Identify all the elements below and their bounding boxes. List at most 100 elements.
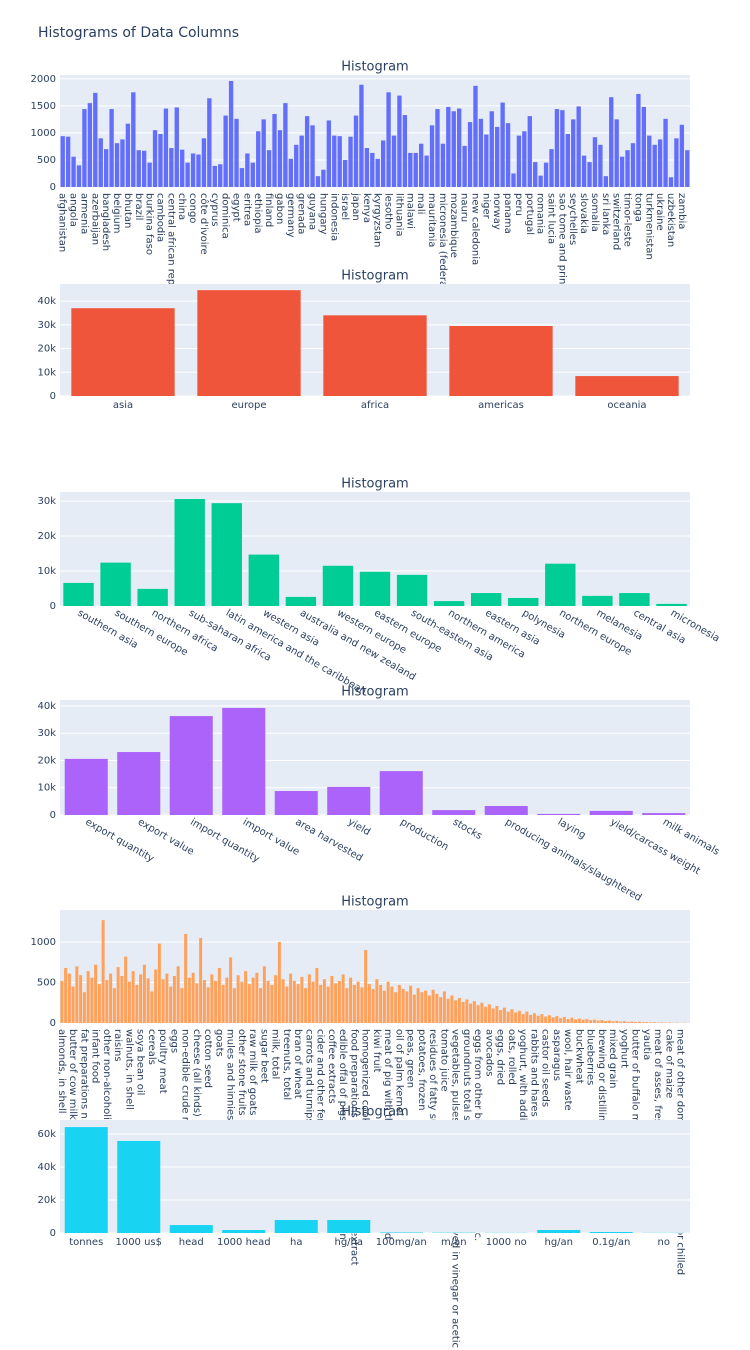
bar — [228, 80, 234, 187]
bar — [64, 967, 68, 1023]
bar — [600, 1020, 604, 1023]
x-tick-label: eggs — [168, 1029, 179, 1053]
bar — [570, 1017, 574, 1023]
bar — [641, 1022, 645, 1023]
bar — [609, 97, 614, 187]
x-tick-label: panama — [502, 193, 513, 234]
x-tick-label: tomato juice — [438, 1029, 449, 1092]
bar — [547, 1015, 551, 1023]
bar — [250, 162, 255, 187]
x-tick-label: saint lucia — [546, 193, 557, 244]
x-tick-label: cotton seed — [202, 1029, 213, 1088]
bar — [296, 984, 300, 1023]
bar — [87, 103, 93, 187]
x-tick-label: oats, rolled — [506, 1029, 517, 1085]
bar — [634, 1022, 638, 1023]
x-tick-label: fat preparations n.e.c. — [78, 1029, 89, 1140]
bar — [327, 786, 371, 815]
x-tick-label: 1000 no — [486, 1237, 527, 1248]
bar — [576, 106, 581, 187]
bar — [236, 975, 240, 1023]
bar — [211, 503, 242, 606]
bar — [375, 979, 379, 1023]
x-tick-label: poultry meat — [157, 1029, 168, 1094]
bar — [341, 974, 345, 1023]
x-tick-label: new caledonia — [469, 193, 480, 265]
x-tick-label: rabbits and hares — [528, 1029, 539, 1117]
bar — [261, 119, 266, 187]
y-tick-label: 2000 — [31, 74, 56, 85]
bar — [326, 120, 332, 187]
bar — [304, 988, 308, 1023]
bar — [674, 138, 679, 187]
bar — [652, 1022, 656, 1023]
x-tick-label: ukraine — [654, 193, 665, 231]
bar — [93, 92, 98, 187]
x-tick-label: sri lanka — [600, 193, 611, 235]
bar — [294, 144, 299, 187]
x-tick-label: china — [176, 193, 187, 220]
bar — [537, 813, 581, 815]
bar — [397, 95, 402, 187]
bar — [131, 92, 136, 187]
x-tick-label: hungary — [317, 193, 328, 235]
bar — [64, 1127, 108, 1233]
bar — [191, 972, 195, 1023]
bar — [60, 136, 65, 187]
x-tick-label: finland — [263, 193, 274, 227]
bar — [470, 593, 502, 606]
bar — [431, 989, 435, 1023]
x-tick-label: brazil — [133, 193, 144, 220]
bar — [495, 126, 500, 187]
bar — [585, 1019, 589, 1023]
bar — [239, 168, 245, 187]
bar — [266, 150, 272, 187]
x-tick-label: indonesia — [328, 193, 339, 241]
bar — [169, 148, 174, 187]
x-tick-label: ha — [290, 1237, 302, 1248]
bar — [457, 997, 461, 1023]
bar — [554, 109, 560, 187]
bar — [582, 595, 613, 606]
x-tick-label: wool, hair waste — [562, 1029, 573, 1111]
x-tick-label: mauritania — [426, 193, 437, 247]
bar — [615, 1020, 619, 1023]
bar — [442, 991, 446, 1023]
bar — [300, 976, 304, 1023]
bar — [645, 1022, 649, 1023]
y-tick-label: 20k — [37, 1195, 56, 1206]
bar — [353, 115, 359, 187]
bar — [657, 139, 663, 187]
x-tick-label: hg/an — [544, 1237, 573, 1248]
bar — [222, 1230, 266, 1233]
y-tick-label: 500 — [37, 977, 56, 988]
bar — [420, 992, 424, 1023]
bar — [147, 162, 152, 187]
bar — [391, 135, 397, 187]
bar — [100, 562, 131, 606]
bar — [330, 976, 334, 1023]
x-tick-label: tonga — [632, 193, 643, 222]
bar — [484, 806, 528, 815]
y-tick-label: 40k — [37, 1162, 56, 1173]
bar — [256, 131, 261, 187]
bar — [125, 123, 131, 187]
bar — [285, 596, 317, 606]
bar — [187, 977, 191, 1023]
bar — [322, 565, 354, 606]
page-title: Histograms of Data Columns — [38, 25, 239, 41]
x-tick-label: kiwi fruit — [371, 1029, 382, 1072]
bar — [315, 967, 319, 1023]
bar — [169, 1225, 213, 1233]
bar — [514, 1012, 518, 1023]
bar — [323, 315, 427, 396]
bar — [516, 135, 522, 187]
bar — [337, 136, 342, 187]
x-tick-label: yield/carcass weight — [608, 817, 702, 877]
bar — [124, 956, 128, 1023]
bar — [484, 1006, 488, 1023]
bar — [270, 984, 274, 1023]
x-tick-label: 1000 us$ — [115, 1237, 162, 1248]
x-tick-label: butter of buffalo milk — [630, 1029, 641, 1135]
bar — [500, 102, 505, 187]
